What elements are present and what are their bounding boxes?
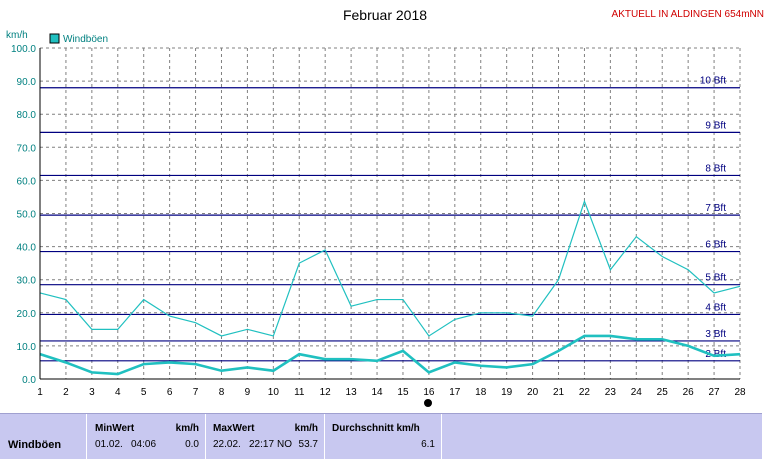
stats-row-label: Windböen: [8, 439, 61, 451]
x-tick-label: 6: [167, 387, 173, 398]
x-tick-label: 19: [501, 387, 513, 398]
beaufort-label: 4 Bft: [705, 302, 726, 313]
max-unit: km/h: [295, 423, 318, 434]
x-tick-label: 7: [193, 387, 199, 398]
max-direction: NO: [277, 439, 292, 450]
x-tick-label: 22: [579, 387, 591, 398]
series-line: [40, 201, 740, 336]
x-axis-ticks: 1 2 3 4 5 6 7 8 9 10 11 12 13 14 15 16 17 18 19 20 21 22 23 24 2…: [37, 387, 746, 398]
x-tick-label: 10: [268, 387, 280, 398]
legend-label: Windböen: [63, 34, 108, 45]
x-tick-label: 11: [294, 387, 305, 398]
x-tick-label: 5: [141, 387, 147, 398]
x-tick-label: 14: [371, 387, 383, 398]
x-tick-label: 23: [605, 387, 617, 398]
max-header: MaxWert: [213, 423, 255, 434]
x-tick-label: 21: [553, 387, 565, 398]
y-tick-label: 60.0: [17, 176, 37, 187]
x-tick-label: 20: [527, 387, 539, 398]
wind-chart: Februar 2018 AKTUELL IN ALDINGEN 654mNN …: [0, 0, 772, 413]
y-axis-ticks: 0.0 10.0 20.0 30.0 40.0 50.0 60.0 70.0 80.0 90.0 1…: [11, 44, 36, 386]
max-time: 22:17: [249, 439, 274, 450]
min-time: 04:06: [131, 439, 156, 450]
min-date: 01.02.: [95, 439, 123, 450]
series-lines: [40, 201, 740, 374]
max-value: 53.7: [299, 439, 318, 450]
min-unit: km/h: [176, 423, 199, 434]
y-tick-label: 80.0: [17, 110, 37, 121]
avg-cell: Durchschnitt km/h 6.1: [324, 414, 441, 459]
x-tick-label: 18: [475, 387, 487, 398]
y-axis-unit: km/h: [6, 30, 28, 41]
series-line: [40, 336, 740, 374]
y-tick-label: 70.0: [17, 143, 37, 154]
min-header: MinWert: [95, 423, 134, 434]
x-tick-label: 15: [397, 387, 409, 398]
station-label: AKTUELL IN ALDINGEN 654mNN: [612, 9, 764, 20]
stats-panel: Windböen MinWert km/h 01.02. 04:06 0.0 M…: [0, 413, 762, 459]
x-tick-label: 26: [683, 387, 695, 398]
x-tick-label: 25: [657, 387, 669, 398]
avg-value: 6.1: [421, 439, 435, 450]
beaufort-label: 3 Bft: [705, 329, 726, 340]
y-tick-label: 10.0: [17, 342, 37, 353]
max-date: 22.02.: [213, 439, 241, 450]
beaufort-label: 10 Bft: [700, 76, 726, 87]
y-tick-label: 20.0: [17, 309, 37, 320]
x-tick-label: 13: [346, 387, 358, 398]
x-tick-label: 27: [709, 387, 721, 398]
y-tick-label: 0.0: [22, 375, 36, 386]
x-tick-label: 16: [423, 387, 435, 398]
x-tick-label: 2: [63, 387, 69, 398]
x-tick-label: 4: [115, 387, 121, 398]
x-tick-label: 9: [245, 387, 251, 398]
beaufort-label: 8 Bft: [705, 163, 726, 174]
x-tick-label: 17: [449, 387, 461, 398]
y-tick-label: 100.0: [11, 44, 36, 55]
x-tick-label: 24: [631, 387, 643, 398]
max-cell: MaxWert km/h 22.02. 22:17 NO 53.7: [205, 414, 324, 459]
x-tick-label: 1: [37, 387, 43, 398]
y-tick-label: 30.0: [17, 276, 37, 287]
today-marker-icon: [424, 399, 433, 408]
x-tick-label: 28: [734, 387, 746, 398]
grid: [40, 48, 740, 379]
beaufort-label: 6 Bft: [705, 240, 726, 251]
beaufort-label: 5 Bft: [705, 273, 726, 284]
legend-swatch: [50, 34, 59, 43]
x-tick-label: 3: [89, 387, 95, 398]
y-tick-label: 50.0: [17, 210, 37, 221]
beaufort-label: 9 Bft: [705, 120, 726, 131]
min-cell: MinWert km/h 01.02. 04:06 0.0: [86, 414, 205, 459]
chart-title: Februar 2018: [343, 7, 427, 23]
avg-header: Durchschnitt km/h: [332, 423, 420, 434]
y-tick-label: 40.0: [17, 243, 37, 254]
x-tick-label: 12: [320, 387, 332, 398]
y-tick-label: 90.0: [17, 77, 37, 88]
beaufort-label: 7 Bft: [705, 203, 726, 214]
empty-cell: [441, 414, 762, 459]
x-tick-label: 8: [219, 387, 225, 398]
min-value: 0.0: [185, 439, 199, 450]
